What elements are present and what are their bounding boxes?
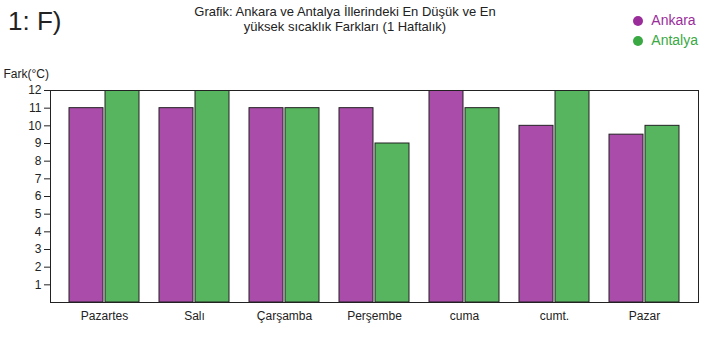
svg-text:cumt.: cumt.: [540, 309, 569, 323]
svg-text:Pazar: Pazar: [629, 309, 660, 323]
svg-text:2: 2: [35, 260, 42, 274]
svg-text:11: 11: [29, 101, 42, 115]
svg-text:Çarşamba: Çarşamba: [257, 309, 313, 323]
svg-text:4: 4: [35, 225, 42, 239]
svg-text:7: 7: [35, 172, 42, 186]
svg-text:6: 6: [35, 189, 42, 203]
svg-text:Pazartes: Pazartes: [81, 309, 128, 323]
svg-text:8: 8: [35, 154, 42, 168]
svg-text:Perşembe: Perşembe: [347, 309, 402, 323]
svg-text:Salı: Salı: [184, 309, 205, 323]
html-text:1: F): 1: F): [8, 6, 62, 36]
svg-text:12: 12: [28, 83, 42, 97]
svg-text:5: 5: [35, 207, 42, 221]
svg-text:1: 1: [35, 278, 42, 292]
svg-text:3: 3: [35, 242, 42, 256]
html-text:Ankara: Ankara: [651, 12, 696, 28]
html-text:Antalya: Antalya: [651, 32, 698, 48]
svg-text:9: 9: [35, 136, 42, 150]
svg-text:10: 10: [28, 119, 42, 133]
svg-text:cuma: cuma: [450, 309, 480, 323]
html-text:Grafik: Ankara ve Antalya İlle: Grafik: Ankara ve Antalya İllerindeki En…: [194, 4, 496, 34]
svg-text:Fark(°C): Fark(°C): [4, 67, 49, 81]
